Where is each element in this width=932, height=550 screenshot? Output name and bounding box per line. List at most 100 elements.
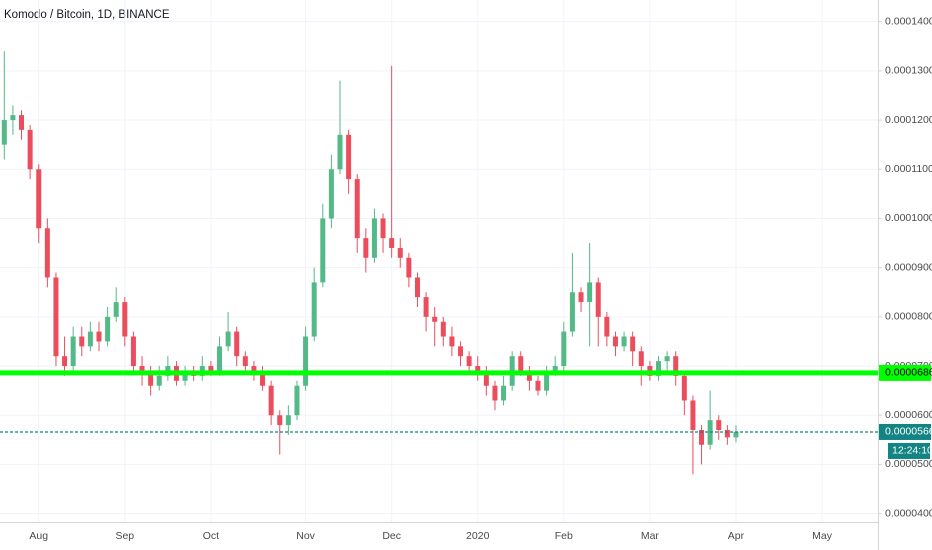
candle-body [501,385,507,401]
candle-body [638,351,644,367]
candle-body [96,331,102,342]
candle-body [346,134,352,180]
candle-body [578,292,584,303]
y-tick-label: 0.0000400 [885,507,932,519]
candle-body [681,375,687,401]
candle-body [130,336,136,367]
candle-body [604,316,610,337]
candle-body [234,331,240,357]
candle-body [36,169,42,229]
candle-body [105,316,111,342]
y-tick-label: 0.0001400 [885,15,932,27]
candle-body [544,370,550,391]
candle-body [458,346,464,357]
x-tick-label: Oct [203,530,219,542]
y-tick-label: 0.0000500 [885,458,932,470]
candle-body [380,218,386,239]
x-tick-label: Aug [29,530,48,542]
candle-body [225,331,231,347]
candle-body [251,366,257,371]
countdown-box [888,442,930,459]
x-tick-label: Feb [555,530,573,542]
candle-body [612,336,618,347]
y-tick-label: 0.0000900 [885,261,932,273]
candle-body [449,336,455,347]
y-tick-label: 0.0001200 [885,114,932,126]
candle-body [87,331,93,347]
candle-body [690,400,696,430]
candle-body [62,356,68,367]
candle-body [397,247,403,258]
y-tick-label: 0.0000800 [885,311,932,323]
x-tick-label: 2020 [466,530,490,542]
candle-body [27,129,33,170]
candle-body [526,370,532,381]
candle-body [260,370,266,386]
candle-body [475,366,481,371]
candle-body [492,385,498,401]
candle-body [139,366,145,371]
candle-body [10,115,16,121]
candle-body [466,356,472,367]
y-tick-label: 0.0001000 [885,212,932,224]
candle-body [432,316,438,322]
candle-body [217,346,222,371]
chart-title: Komodo / Bitcoin, 1D, BINANCE [4,9,170,21]
candle-body [699,429,705,445]
candle-body [664,356,670,362]
candle-body [518,356,524,371]
candle-body [311,282,317,337]
candle-body [621,336,627,347]
candle-body [182,370,188,381]
candle-body [440,321,446,337]
y-tick-label: 0.0001100 [885,163,932,175]
x-tick-label: Sep [115,530,134,542]
candle-body [294,385,300,416]
candle-body [122,302,128,337]
price-label: 0.0000566 [885,426,932,438]
candle-body [716,420,722,430]
candle-body [587,282,593,303]
candle-body [79,336,85,347]
y-tick-label: 0.0001300 [885,65,932,77]
candle-body [630,336,636,352]
candle-body [156,375,162,386]
candle-body [733,431,739,438]
x-tick-label: Mar [641,530,660,542]
candle-body [569,292,575,332]
candle-body [320,218,326,283]
candle-body [552,366,558,371]
price-label-box [879,364,931,381]
price-label-box [879,423,931,440]
candle-body [414,277,420,298]
candle-body [277,415,283,426]
candle-body [483,370,489,386]
candle-body [208,366,214,371]
x-tick-label: Apr [728,530,745,542]
candle-body [656,361,661,376]
candle-body [406,257,412,278]
candle-body [389,238,395,248]
candle-body [561,331,567,367]
x-tick-label: Nov [296,530,315,542]
candle-body [673,356,679,376]
candle-body [595,282,601,317]
candle-body [423,297,429,317]
candle-body [268,385,274,416]
x-tick-label: Dec [382,530,401,542]
x-tick-label: May [812,530,833,542]
candle-body [535,380,541,391]
candle-body [724,429,730,438]
candle-body [328,169,334,219]
candle-body [19,115,25,130]
candle-body [1,120,7,145]
price-label: 0.0000686 [885,367,932,379]
candle-body [354,179,360,239]
y-tick-label: 0.0000600 [885,409,932,421]
candle-body [337,134,343,170]
candle-body [148,370,154,386]
countdown: 12:24:10 [892,445,932,457]
candle-body [371,218,377,258]
